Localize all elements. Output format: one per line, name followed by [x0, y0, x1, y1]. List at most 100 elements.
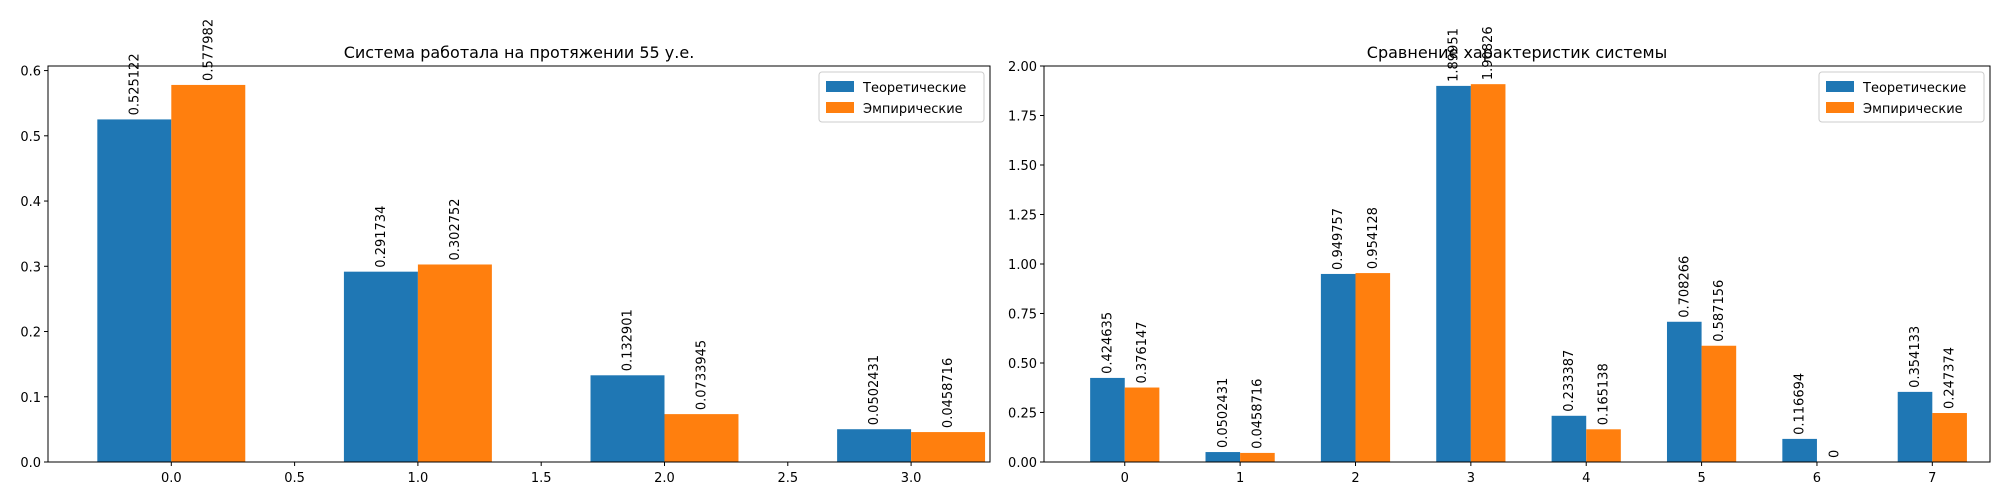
bar	[1897, 391, 1933, 462]
legend-swatch	[1826, 102, 1854, 113]
x-tick-label: 1.5	[531, 471, 552, 486]
y-tick-label: 0.2	[20, 326, 41, 341]
data-label: 0.0458716	[941, 358, 956, 428]
bar	[1782, 438, 1817, 462]
legend-swatch	[826, 81, 854, 92]
x-tick-label: 0.5	[284, 471, 305, 486]
plot-frame	[1043, 65, 1991, 463]
legend-label: Теоретические	[862, 81, 966, 96]
data-label: 0.354133	[1908, 326, 1923, 388]
x-tick-label: 5	[1697, 471, 1705, 486]
legend-label: Эмпирические	[1863, 102, 1963, 117]
y-tick-label: 0.00	[1008, 456, 1037, 471]
data-label: 0.233387	[1562, 350, 1577, 412]
series-1: 0.424635 0.0502431 0.949757 1.89951 0.233387…	[1090, 28, 1933, 462]
bar	[1701, 345, 1737, 462]
y-tick-label: 1.25	[1008, 209, 1037, 224]
series-2: 0.376147 0.0458716 0.954128 1.90826 0.165138…	[1124, 26, 1967, 462]
bar	[1551, 415, 1587, 462]
y-tick-label: 0.50	[1008, 357, 1037, 372]
x-tick-label: 3.0	[901, 471, 922, 486]
x-tick-label: 6	[1813, 471, 1821, 486]
bar	[1240, 452, 1275, 462]
bar	[1666, 321, 1702, 462]
data-label: 0	[1827, 450, 1842, 458]
data-label: 0.291734	[374, 206, 389, 268]
data-label: 0.577982	[201, 19, 216, 81]
bar	[1355, 273, 1391, 462]
bar	[1932, 413, 1967, 462]
data-label: 0.302752	[448, 198, 463, 260]
y-tick-label: 1.50	[1008, 159, 1037, 174]
data-label: 0.949757	[1331, 208, 1346, 270]
bar	[1205, 452, 1241, 462]
x-tick-label: 1.0	[408, 471, 429, 486]
bar	[97, 119, 172, 462]
series-2: 0.577982 0.302752 0.0733945 0.0458716	[171, 19, 986, 462]
legend-label: Теоретические	[1862, 81, 1966, 96]
bar	[171, 84, 246, 462]
data-label: 0.0458716	[1250, 379, 1265, 449]
legend: Теоретические Эмпирические	[1818, 71, 1985, 123]
plot-frame	[47, 65, 991, 463]
legend: Теоретические Эмпирические	[818, 71, 985, 123]
y-tick-label: 0.0	[20, 456, 41, 471]
bar	[1320, 273, 1356, 462]
data-label: 0.525122	[127, 53, 142, 115]
x-tick-label: 0	[1121, 471, 1129, 486]
legend-swatch	[826, 102, 854, 113]
data-label: 0.132901	[621, 309, 636, 371]
y-tick-label: 0.75	[1008, 308, 1037, 323]
data-label: 0.0733945	[694, 340, 709, 410]
x-tick-label: 7	[1928, 471, 1936, 486]
y-tick-label: 1.00	[1008, 258, 1037, 273]
data-label: 0.587156	[1712, 280, 1727, 342]
y-tick-label: 0.4	[20, 195, 41, 210]
legend-box	[818, 71, 985, 123]
bar	[1090, 377, 1125, 462]
y-tick-label: 0.1	[20, 391, 41, 406]
bar	[1586, 429, 1621, 462]
legend-swatch	[1826, 81, 1854, 92]
x-tick-label: 4	[1582, 471, 1590, 486]
data-label: 0.247374	[1943, 347, 1958, 409]
bar	[590, 375, 665, 462]
data-label: 0.424635	[1100, 312, 1115, 374]
y-tick-label: 0.3	[20, 260, 41, 275]
data-label: 0.0502431	[1216, 378, 1231, 448]
bar	[417, 264, 492, 462]
bar	[837, 429, 912, 462]
y-tick-label: 0.25	[1008, 407, 1037, 422]
data-label: 1.89951	[1447, 28, 1462, 82]
y-tick-label: 1.75	[1008, 110, 1037, 125]
data-label: 0.0502431	[867, 355, 882, 425]
y-tick-label: 0.5	[20, 130, 41, 145]
bar	[1470, 84, 1506, 462]
x-tick-label: 3	[1467, 471, 1475, 486]
data-label: 0.165138	[1597, 363, 1612, 425]
legend-label: Эмпирические	[863, 102, 963, 117]
bar	[343, 271, 418, 462]
bar	[664, 414, 739, 462]
legend-box	[1818, 71, 1985, 123]
bar	[911, 432, 986, 462]
x-tick-label: 2.5	[777, 471, 798, 486]
y-tick-label: 0.6	[20, 65, 41, 80]
data-label: 0.116694	[1793, 373, 1808, 435]
chart-title: Сравнение характеристик системы	[1367, 43, 1667, 62]
bar	[1436, 85, 1471, 462]
bar	[1124, 387, 1160, 462]
data-label: 0.954128	[1366, 207, 1381, 269]
data-label: 0.708266	[1677, 256, 1692, 318]
x-tick-label: 2.0	[654, 471, 675, 486]
chart-1: 0.5251220.2917340.1329010.05024310.57798…	[20, 19, 991, 486]
x-tick-label: 2	[1351, 471, 1359, 486]
chart-2: 0.424635 0.0502431 0.949757 1.89951 0.233387…	[1008, 26, 1991, 486]
data-label: 0.376147	[1135, 321, 1150, 383]
data-label: 1.90826	[1481, 26, 1496, 80]
x-tick-label: 1	[1236, 471, 1244, 486]
x-tick-label: 0.0	[161, 471, 182, 486]
series-1: 0.525122 0.291734 0.132901 0.0502431	[97, 53, 912, 462]
